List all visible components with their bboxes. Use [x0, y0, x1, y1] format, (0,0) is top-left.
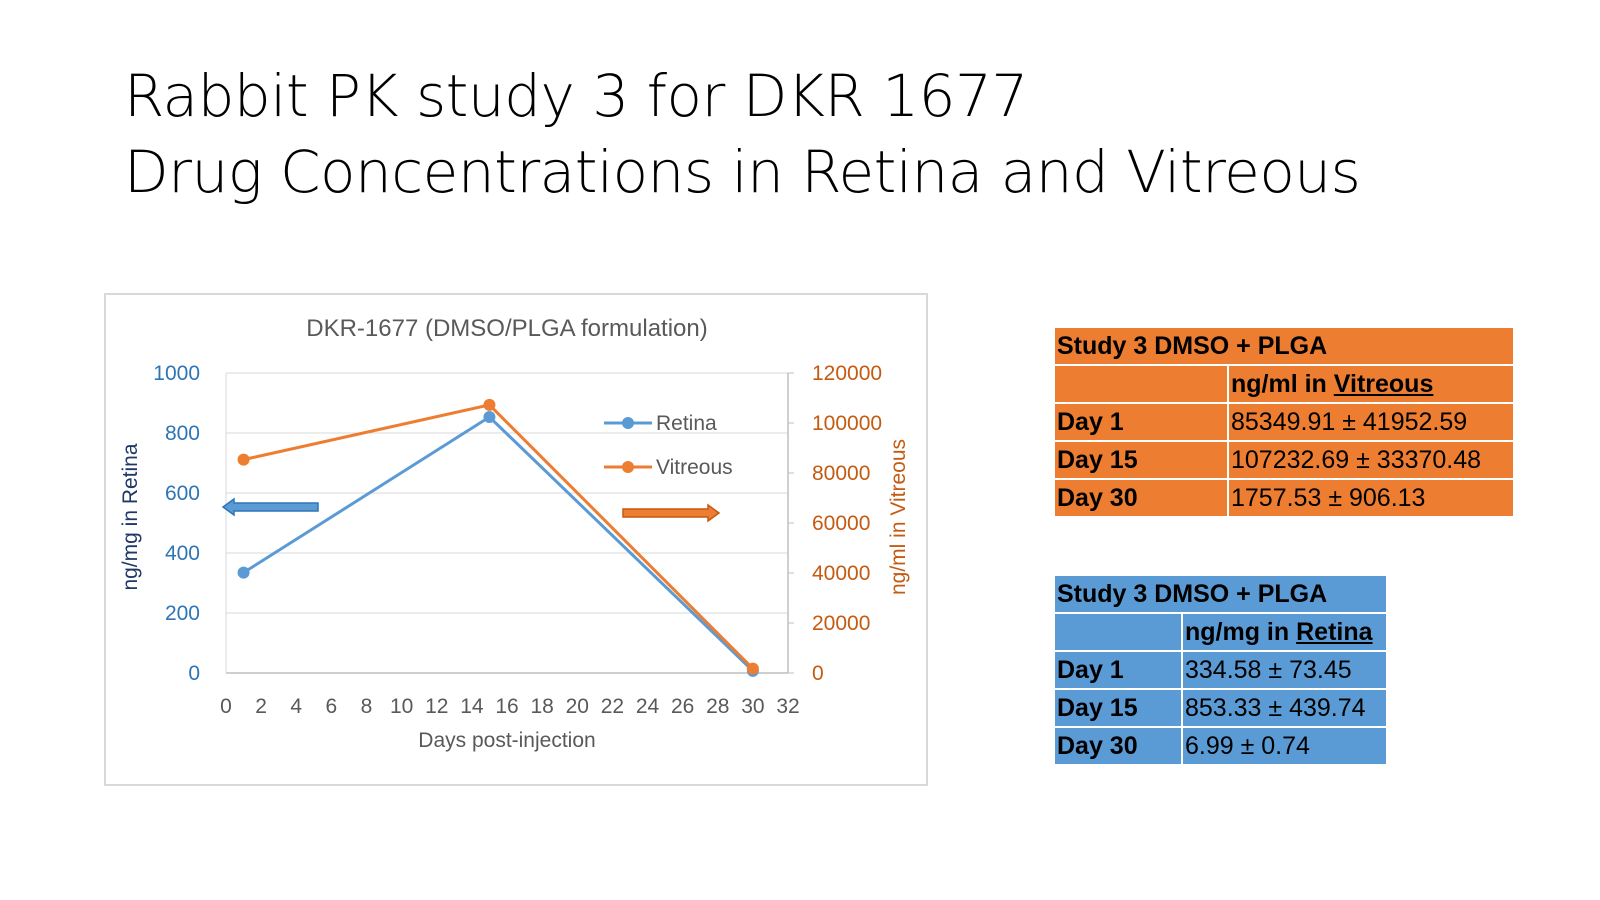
y-right-tick-label: 120000: [812, 362, 882, 385]
table-cell-day: Day 15: [1053, 440, 1229, 480]
y-right-tick-label: 20000: [812, 612, 870, 635]
table-row: Day 30 6.99 ± 0.74: [1053, 726, 1388, 766]
table-header-row: ng/ml in Vitreous: [1053, 364, 1515, 404]
y-left-tick-label: 400: [165, 542, 200, 565]
data-point-retina: [483, 411, 496, 424]
x-tick-label: 16: [495, 695, 518, 718]
table-cell-day: Day 30: [1053, 478, 1229, 518]
table-cell-value: 85349.91 ± 41952.59: [1227, 402, 1515, 442]
table-title: Study 3 DMSO + PLGA: [1053, 326, 1515, 366]
y-right-tick-label: 60000: [812, 512, 870, 535]
x-tick-label: 8: [361, 695, 373, 718]
table-header-row: ng/mg in Retina: [1053, 612, 1388, 652]
x-axis-title: Days post-injection: [418, 729, 595, 752]
legend-marker-retina: [622, 417, 634, 429]
table-header-prefix: ng/ml in: [1231, 370, 1334, 398]
x-tick-label: 20: [566, 695, 589, 718]
x-tick-label: 0: [220, 695, 232, 718]
x-tick-label: 18: [530, 695, 553, 718]
vitreous-table: Study 3 DMSO + PLGA ng/ml in Vitreous Da…: [1053, 326, 1515, 518]
x-tick-label: 32: [776, 695, 799, 718]
y-left-axis-title: ng/mg in Retina: [119, 443, 142, 590]
legend-label-retina: Retina: [656, 412, 717, 435]
x-tick-label: 6: [326, 695, 338, 718]
series-line-vitreous: [243, 403, 754, 670]
data-point-vitreous: [483, 398, 496, 411]
table-cell-value: 1757.53 ± 906.13: [1227, 478, 1515, 518]
data-point-vitreous: [237, 453, 250, 466]
table-cell-day: Day 30: [1053, 726, 1183, 766]
y-left-tick-label: 800: [165, 422, 200, 445]
slide-title: Rabbit PK study 3 for DKR 1677 Drug Conc…: [124, 58, 1524, 210]
x-tick-label: 30: [741, 695, 764, 718]
x-tick-label: 12: [425, 695, 448, 718]
y-right-tick-label: 80000: [812, 462, 870, 485]
data-point-vitreous: [746, 662, 759, 675]
x-tick-label: 24: [636, 695, 660, 718]
data-point-retina: [237, 566, 250, 579]
x-tick-label: 2: [255, 695, 267, 718]
x-tick-label: 22: [601, 695, 624, 718]
table-cell-value: 334.58 ± 73.45: [1181, 650, 1388, 690]
table-cell-value: 853.33 ± 439.74: [1181, 688, 1388, 728]
table-row: Day 15 853.33 ± 439.74: [1053, 688, 1388, 728]
table-row: Day 15 107232.69 ± 33370.48: [1053, 440, 1515, 480]
right-axis-arrow-icon: [622, 503, 721, 523]
x-tick-label: 10: [390, 695, 413, 718]
table-header-emphasis: Vitreous: [1333, 370, 1434, 398]
table-cell-value: 6.99 ± 0.74: [1181, 726, 1388, 766]
x-tick-label: 28: [706, 695, 729, 718]
retina-table: Study 3 DMSO + PLGA ng/mg in Retina Day …: [1053, 574, 1388, 766]
y-right-tick-label: 0: [812, 662, 824, 685]
x-tick-label: 4: [290, 695, 302, 718]
y-left-tick-label: 200: [165, 602, 200, 625]
y-left-tick-label: 0: [188, 662, 200, 685]
table-cell-day: Day 15: [1053, 688, 1183, 728]
table-cell-value: 107232.69 ± 33370.48: [1227, 440, 1515, 480]
chart-title: DKR-1677 (DMSO/PLGA formulation): [306, 315, 707, 342]
chart-container: DKR-1677 (DMSO/PLGA formulation) 0 200 400 6…: [104, 293, 928, 786]
table-row: Day 30 1757.53 ± 906.13: [1053, 478, 1515, 518]
y-right-axis-title: ng/ml in Vitreous: [887, 439, 910, 595]
table-header-empty: [1053, 364, 1229, 404]
x-tick-label: 14: [460, 695, 484, 718]
y-left-tick-label: 600: [165, 482, 200, 505]
y-right-tick-label: 100000: [812, 412, 882, 435]
y-left-tick-label: 1000: [153, 362, 200, 385]
table-title-row: Study 3 DMSO + PLGA: [1053, 574, 1388, 614]
table-header-value: ng/mg in Retina: [1181, 612, 1388, 652]
line-chart: DKR-1677 (DMSO/PLGA formulation)02004006…: [119, 315, 910, 752]
table-row: Day 1 334.58 ± 73.45: [1053, 650, 1388, 690]
slide-title-line-1: Rabbit PK study 3 for DKR 1677: [124, 62, 1028, 130]
y-right-tick-label: 40000: [812, 562, 870, 585]
x-tick-label: 26: [671, 695, 694, 718]
table-cell-day: Day 1: [1053, 402, 1229, 442]
table-header-emphasis: Retina: [1296, 618, 1373, 646]
legend-marker-vitreous: [622, 461, 634, 473]
table-header-value: ng/ml in Vitreous: [1227, 364, 1515, 404]
table-title-row: Study 3 DMSO + PLGA: [1053, 326, 1515, 366]
table-cell-day: Day 1: [1053, 650, 1183, 690]
slide-title-line-2: Drug Concentrations in Retina and Vitreo…: [124, 138, 1361, 206]
legend-label-vitreous: Vitreous: [656, 456, 733, 479]
table-row: Day 1 85349.91 ± 41952.59: [1053, 402, 1515, 442]
table-header-empty: [1053, 612, 1183, 652]
left-axis-arrow-icon: [221, 497, 319, 517]
table-header-prefix: ng/mg in: [1185, 618, 1297, 646]
table-title: Study 3 DMSO + PLGA: [1053, 574, 1388, 614]
